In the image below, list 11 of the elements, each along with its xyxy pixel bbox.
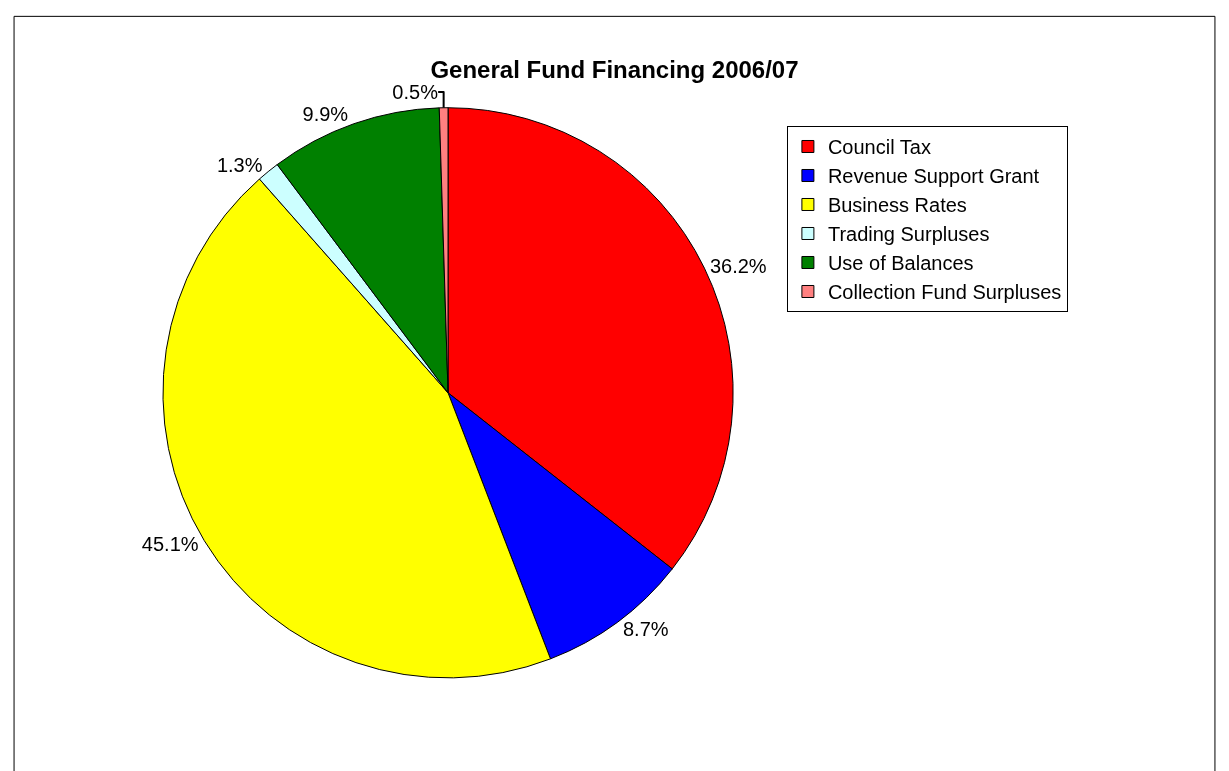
legend-label: Business Rates bbox=[827, 194, 967, 217]
legend-label: Council Tax bbox=[827, 136, 931, 159]
data-label: 9.9% bbox=[302, 102, 349, 125]
data-label: 45.1% bbox=[141, 532, 199, 555]
legend-label: Trading Surpluses bbox=[827, 223, 990, 246]
data-label: 8.7% bbox=[622, 618, 669, 641]
legend-label: Revenue Support Grant bbox=[827, 165, 1040, 188]
data-label: 36.2% bbox=[709, 255, 767, 278]
legend-label: Use of Balances bbox=[827, 252, 974, 275]
legend-label: Collection Fund Surpluses bbox=[827, 281, 1062, 304]
data-label: 1.3% bbox=[216, 153, 263, 176]
